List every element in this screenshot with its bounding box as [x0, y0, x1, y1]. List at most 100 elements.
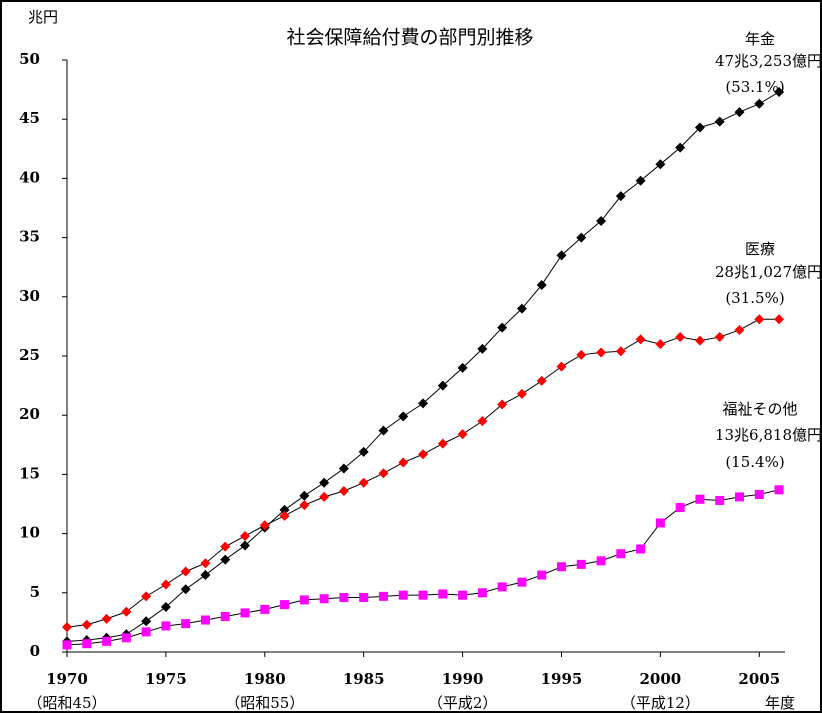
point — [774, 485, 784, 495]
point — [102, 636, 112, 646]
point — [715, 495, 725, 505]
point — [576, 349, 587, 360]
point — [358, 446, 369, 457]
point — [82, 639, 92, 649]
point — [458, 590, 468, 600]
amount-label: 13兆6,818億円 — [715, 426, 822, 444]
point — [734, 107, 745, 118]
x-tick-label: 2005 — [738, 670, 780, 688]
x-tick-label: 1980 — [244, 670, 286, 688]
point — [359, 593, 369, 603]
amount-label: 28兆1,027億円 — [715, 263, 822, 281]
point — [319, 594, 329, 604]
point — [754, 490, 764, 500]
y-tick-label: 25 — [19, 346, 40, 364]
y-tick-label: 15 — [19, 464, 40, 482]
point — [754, 314, 765, 325]
era-label: （平成12） — [621, 694, 700, 712]
point — [694, 335, 705, 346]
y-tick-label: 40 — [19, 168, 40, 186]
y-tick-label: 5 — [30, 583, 40, 601]
x-tick-label: 1990 — [442, 670, 484, 688]
point — [220, 541, 231, 552]
series-line — [66, 318, 780, 628]
x-tick-label: 2000 — [640, 670, 682, 688]
era-label: （昭和45） — [27, 694, 106, 712]
point — [220, 554, 231, 565]
point — [754, 98, 765, 109]
point — [437, 438, 448, 449]
y-tick-label: 50 — [19, 50, 40, 68]
amount-label: 47兆3,253億円 — [715, 52, 822, 70]
point — [616, 549, 626, 559]
point — [299, 500, 310, 511]
point — [596, 216, 607, 227]
point — [457, 429, 468, 440]
y-tick-label: 20 — [19, 405, 40, 423]
point — [714, 116, 725, 127]
point — [695, 494, 705, 504]
point — [655, 518, 665, 528]
point — [279, 504, 290, 515]
point — [339, 593, 349, 603]
point — [319, 477, 330, 488]
x-tick-label: 1970 — [46, 670, 88, 688]
point — [516, 388, 527, 399]
point — [319, 491, 330, 502]
point — [477, 343, 488, 354]
point — [160, 602, 171, 613]
point — [596, 347, 607, 358]
series-line — [66, 91, 780, 642]
x-tick-label: 1995 — [541, 670, 583, 688]
point — [180, 584, 191, 595]
point — [338, 485, 349, 496]
point — [161, 621, 171, 631]
point — [121, 633, 131, 643]
point — [497, 399, 508, 410]
share-label: (53.1%) — [725, 78, 784, 96]
point — [358, 477, 369, 488]
point — [675, 503, 685, 513]
point — [121, 606, 132, 617]
point — [655, 159, 666, 170]
point — [556, 562, 566, 572]
point — [556, 361, 567, 372]
point — [141, 627, 151, 637]
share-label: (15.4%) — [725, 453, 784, 471]
point — [398, 411, 409, 422]
point — [635, 334, 646, 345]
point — [694, 122, 705, 133]
point — [200, 558, 211, 569]
share-label: (31.5%) — [725, 289, 784, 307]
point — [62, 622, 72, 633]
point — [734, 324, 745, 335]
point — [200, 570, 211, 581]
point — [260, 604, 270, 614]
x-tick-label: 1975 — [145, 670, 187, 688]
y-tick-label: 35 — [19, 228, 40, 246]
y-tick-label: 10 — [19, 524, 40, 542]
point — [675, 332, 686, 343]
point — [240, 608, 250, 618]
point — [655, 339, 666, 350]
series-line — [66, 489, 780, 646]
point — [81, 619, 92, 630]
point — [438, 589, 448, 599]
point — [556, 250, 567, 261]
point — [596, 556, 606, 566]
point — [714, 332, 725, 343]
point — [615, 346, 626, 357]
chart-title: 社会保障給付費の部門別推移 — [286, 27, 533, 49]
point — [378, 468, 389, 479]
point — [477, 588, 487, 598]
point — [457, 362, 468, 373]
point — [141, 591, 152, 602]
point — [418, 449, 429, 460]
point — [398, 590, 408, 600]
point — [774, 86, 785, 97]
point — [536, 375, 547, 386]
point — [200, 615, 210, 625]
point — [497, 582, 507, 592]
